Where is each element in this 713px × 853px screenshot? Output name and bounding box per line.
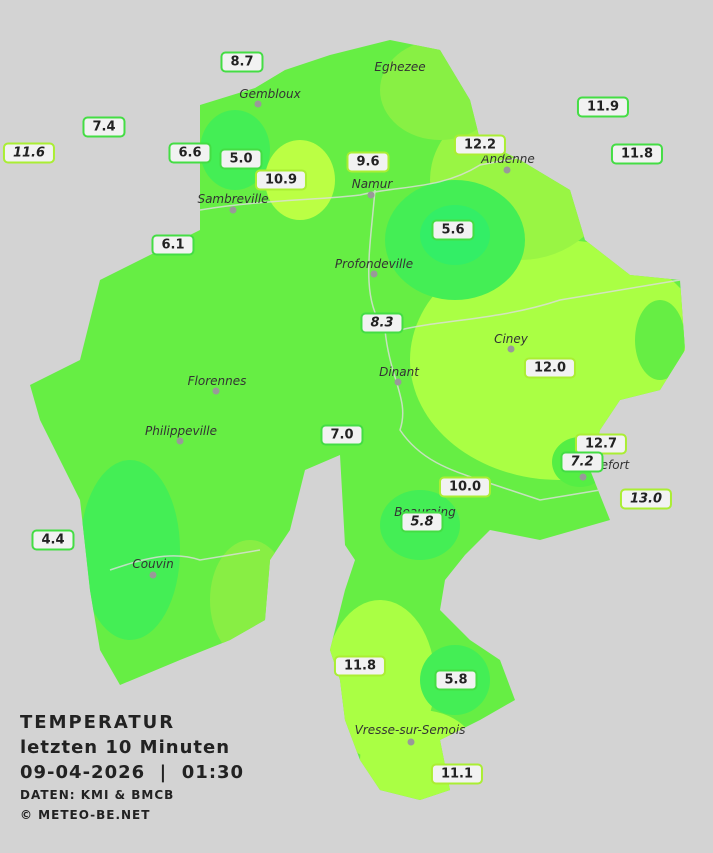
city-label: Dinant <box>379 365 419 379</box>
station-value: 12.0 <box>523 357 577 379</box>
station-value: 11.8 <box>333 655 387 677</box>
station-value: 5.6 <box>431 219 475 241</box>
city-dot <box>507 345 515 353</box>
station-value: 11.6 <box>2 142 56 164</box>
legend-copyright: © METEO-BE.NET <box>20 808 151 822</box>
city-label: Ciney <box>494 332 528 346</box>
station-value: 7.4 <box>82 116 126 138</box>
legend-source: DATEN: KMI & BMCB <box>20 788 175 802</box>
station-value: 5.0 <box>219 148 263 170</box>
legend-title: TEMPERATUR <box>20 712 176 733</box>
station-value: 10.9 <box>254 169 308 191</box>
station-value: 8.7 <box>220 51 264 73</box>
station-value: 9.6 <box>346 151 390 173</box>
city-label: Sambreville <box>197 192 269 206</box>
city-dot <box>367 191 375 199</box>
city-dot <box>407 738 415 746</box>
station-value: 7.0 <box>320 424 364 446</box>
station-value: 13.0 <box>619 488 673 510</box>
city-label: Florennes <box>187 374 247 388</box>
station-value: 12.2 <box>453 134 507 156</box>
station-value: 7.2 <box>560 451 604 473</box>
station-value: 5.8 <box>400 511 444 533</box>
city-dot <box>579 473 587 481</box>
legend-datetime: 09-04-2026 | 01:30 <box>20 762 245 783</box>
city-label: Andenne <box>481 152 535 166</box>
station-value: 11.1 <box>430 763 484 785</box>
station-value: 10.0 <box>438 476 492 498</box>
city-dot <box>394 378 402 386</box>
station-value: 5.8 <box>434 669 478 691</box>
city-label: Namur <box>351 177 393 191</box>
city-dot <box>370 270 378 278</box>
station-value: 6.1 <box>151 234 195 256</box>
city-dot <box>149 571 157 579</box>
station-value: 6.6 <box>168 142 212 164</box>
city-label: Profondeville <box>334 257 414 271</box>
city-label: Couvin <box>132 557 174 571</box>
city-dot <box>229 206 237 214</box>
city-dot <box>503 166 511 174</box>
station-value: 11.8 <box>610 143 664 165</box>
city-dot <box>254 100 262 108</box>
city-label: Vresse-sur-Semois <box>354 723 466 737</box>
legend-period: letzten 10 Minuten <box>20 737 231 758</box>
city-dot <box>212 387 220 395</box>
station-value: 8.3 <box>360 312 404 334</box>
station-value: 11.9 <box>576 96 630 118</box>
city-dot <box>176 437 184 445</box>
city-label: Philippeville <box>145 424 217 438</box>
city-label: Eghezee <box>374 60 426 74</box>
station-value: 4.4 <box>31 529 75 551</box>
city-label: Gembloux <box>239 87 301 101</box>
